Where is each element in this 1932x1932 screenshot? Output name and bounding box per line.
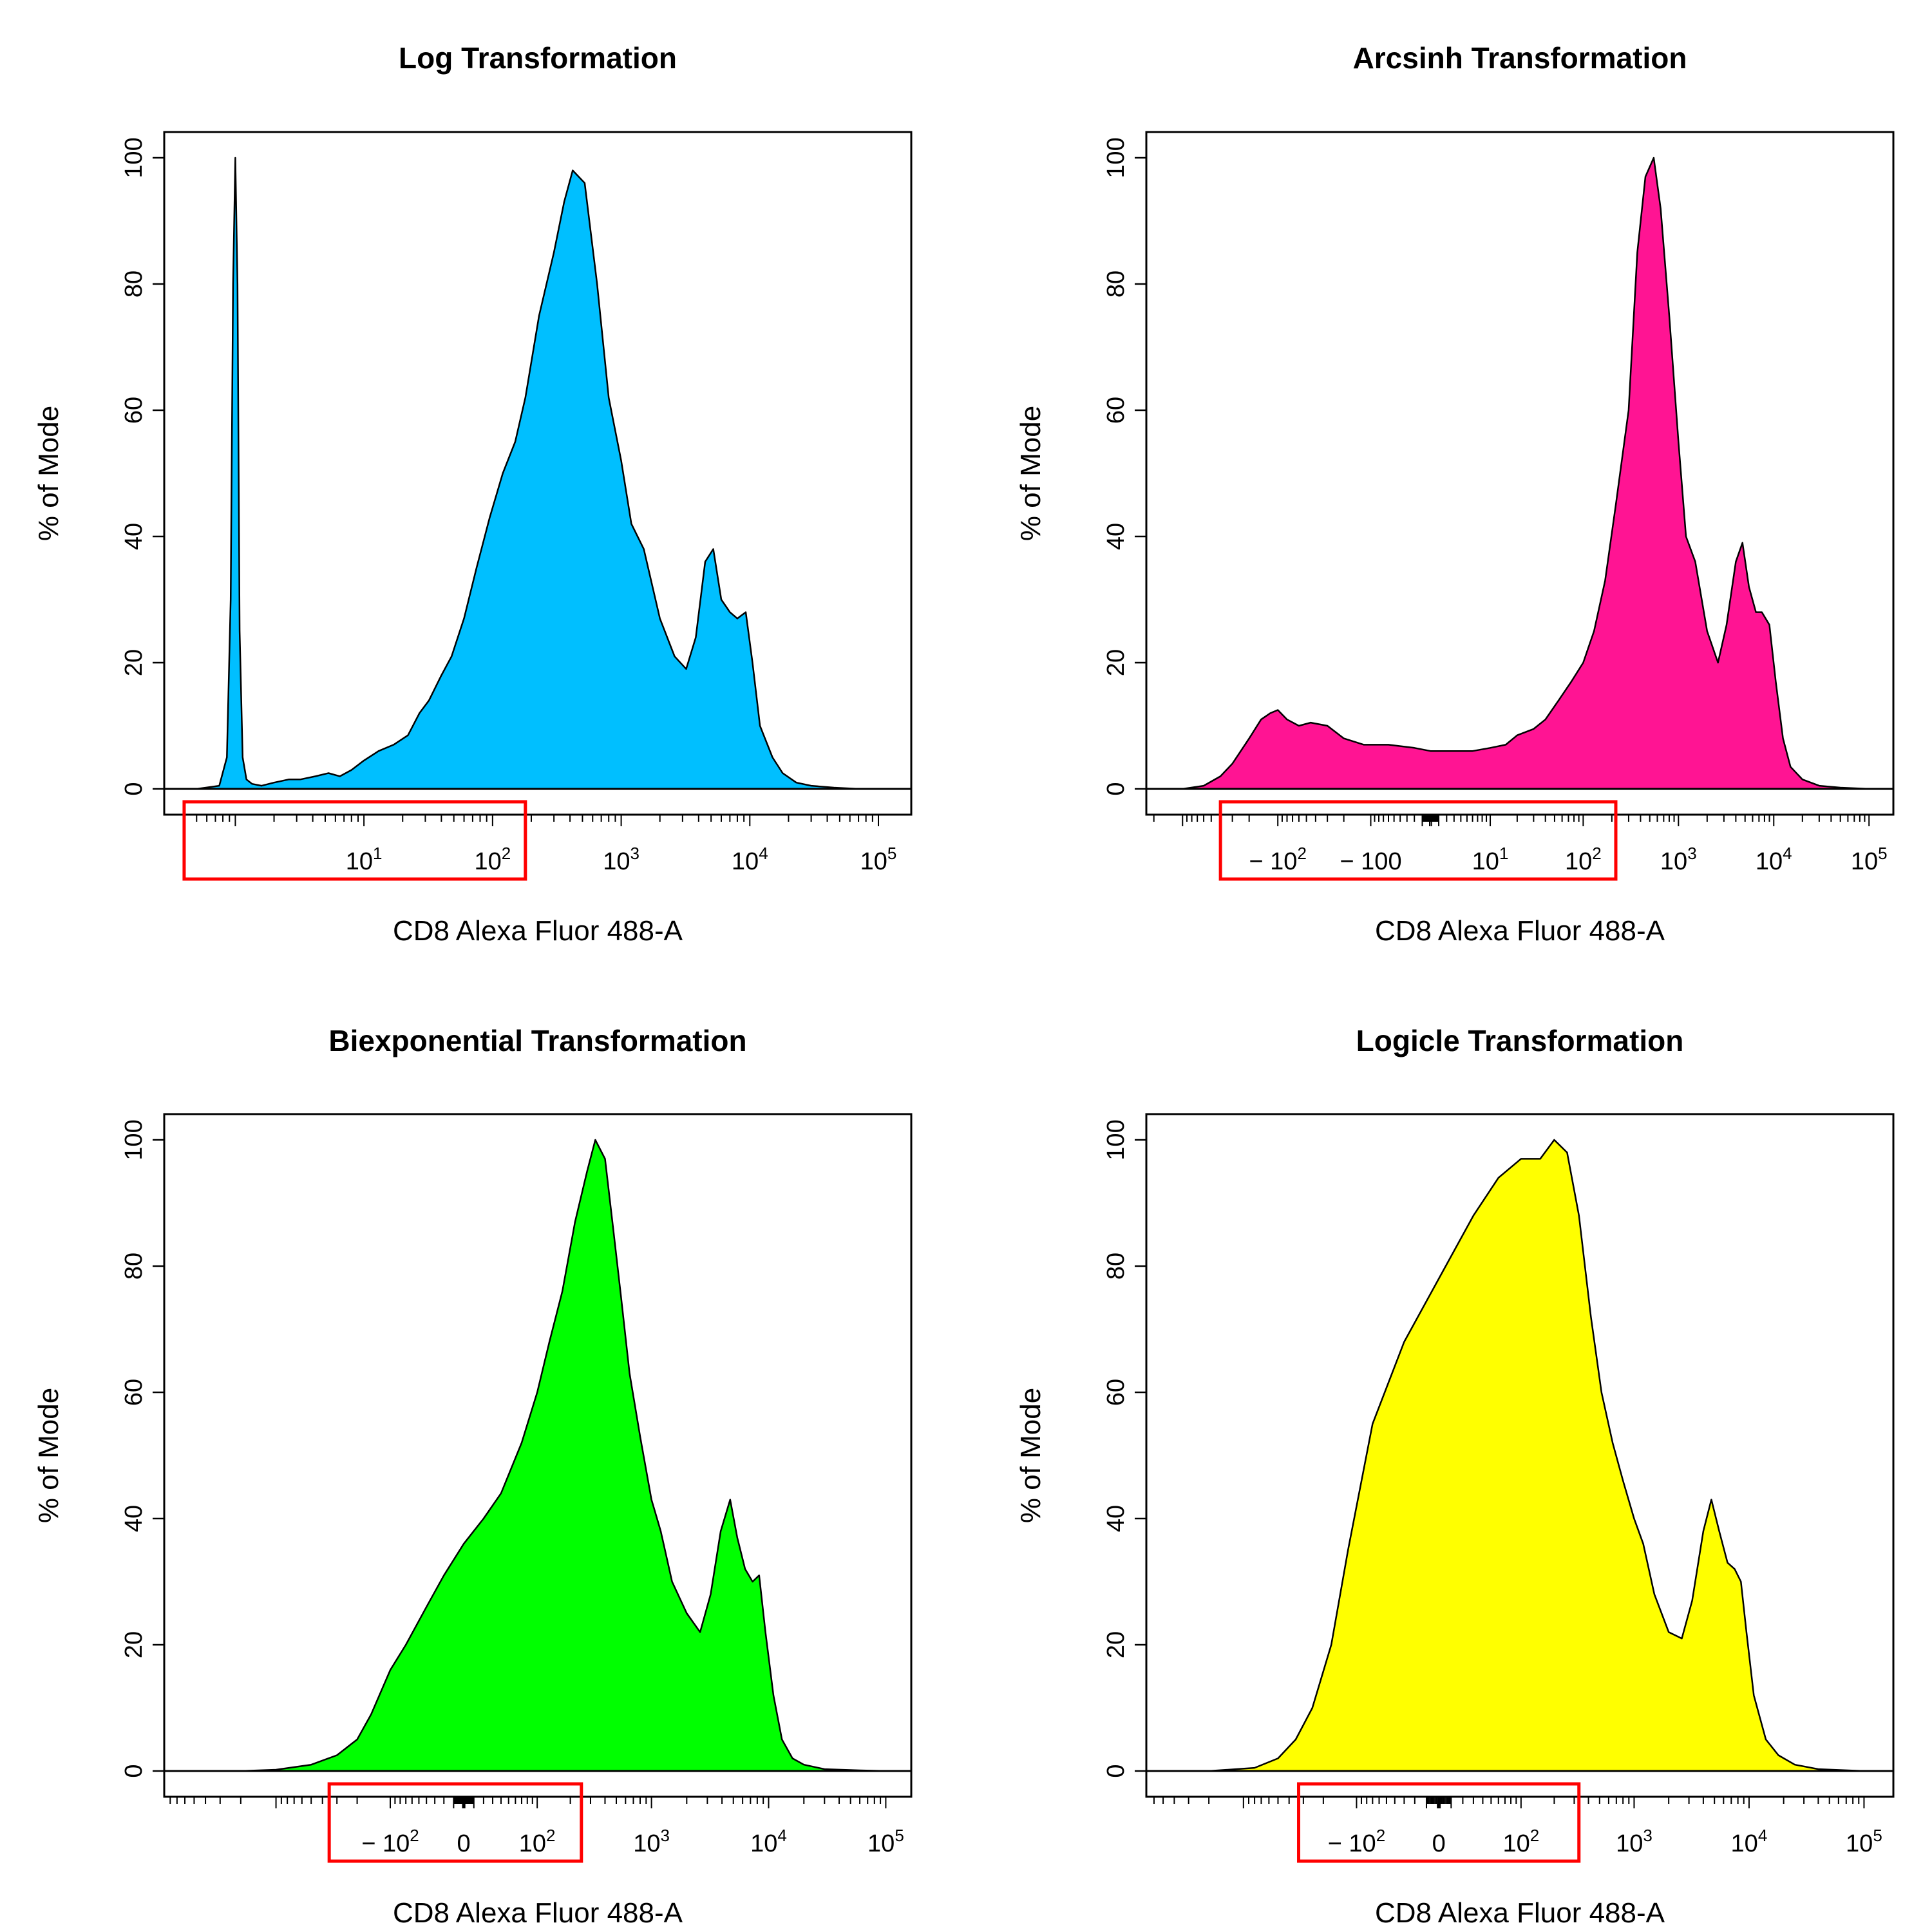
y-tick-label: 40	[1103, 523, 1130, 550]
y-axis-label: % of Mode	[33, 406, 64, 541]
x-tick-label: 102	[474, 844, 511, 875]
y-axis-label: % of Mode	[33, 1388, 64, 1523]
x-axis-label: CD8 Alexa Fluor 488-A	[393, 1897, 683, 1929]
density-area	[1208, 1139, 1865, 1772]
plot-frame	[1145, 1113, 1895, 1798]
y-tick-label: 80	[120, 270, 147, 298]
highlight-box	[1218, 800, 1618, 881]
chart-panel: Biexponential Transformation 0 20 40 60 80 100…	[33, 1024, 913, 1929]
highlight-box	[182, 800, 527, 881]
highlight-box	[327, 1782, 583, 1863]
y-tick-label: 100	[1103, 137, 1130, 178]
x-tick-label: 102	[1502, 1826, 1539, 1857]
x-tick-label: 104	[1756, 844, 1792, 875]
y-tick-label: 40	[120, 1505, 147, 1532]
x-axis-label: CD8 Alexa Fluor 488-A	[1375, 915, 1665, 947]
y-axis-label: % of Mode	[1015, 406, 1046, 541]
y-tick-label: 40	[120, 523, 147, 550]
y-tick-label: 100	[120, 1119, 147, 1160]
y-tick-label: 0	[1103, 782, 1130, 795]
y-tick-label: 60	[1103, 1379, 1130, 1406]
x-tick-label: 104	[750, 1826, 787, 1857]
x-tick-label: 0	[1432, 1830, 1446, 1857]
x-axis-label: CD8 Alexa Fluor 488-A	[393, 915, 683, 947]
y-tick-label: 60	[1103, 397, 1130, 424]
x-tick-label: 103	[603, 844, 639, 875]
x-tick-label: 103	[633, 1826, 670, 1857]
y-tick-label: 60	[120, 1379, 147, 1406]
x-tick-label: 102	[519, 1826, 556, 1857]
chart-panel: Log Transformation 0 20 40 60 80 100 101 102 103 1…	[33, 41, 913, 947]
panel-title: Arcsinh Transformation	[1353, 41, 1687, 75]
plot-frame	[163, 131, 913, 816]
highlight-box	[1297, 1782, 1581, 1863]
x-tick-label: 105	[1851, 844, 1888, 875]
x-axis-label: CD8 Alexa Fluor 488-A	[1375, 1897, 1665, 1929]
panel-title: Biexponential Transformation	[328, 1024, 746, 1057]
x-tick-label: − 100	[1340, 848, 1401, 875]
y-tick-label: 20	[1103, 1631, 1130, 1658]
y-tick-label: 100	[1103, 1119, 1130, 1160]
x-tick-label: 101	[346, 844, 383, 875]
y-tick-label: 40	[1103, 1505, 1130, 1532]
plot-frame	[1145, 131, 1895, 816]
density-area	[240, 1139, 887, 1772]
x-tick-label: 103	[1660, 844, 1697, 875]
y-tick-label: 80	[1103, 270, 1130, 298]
x-tick-label: 0	[457, 1830, 471, 1857]
y-tick-label: 20	[120, 649, 147, 676]
panel-title: Log Transformation	[399, 41, 677, 75]
x-tick-label: 101	[1472, 844, 1509, 875]
y-tick-label: 0	[1103, 1764, 1130, 1777]
x-tick-label: 104	[732, 844, 768, 875]
x-tick-label: 105	[1846, 1826, 1882, 1857]
chart-panel: Logicle Transformation 0 20 40 60 80 100 − 102 0…	[1015, 1024, 1895, 1929]
x-tick-label: − 102	[361, 1826, 419, 1857]
panel-title: Logicle Transformation	[1356, 1024, 1684, 1057]
y-axis-label: % of Mode	[1015, 1388, 1046, 1523]
x-tick-label: 103	[1616, 1826, 1653, 1857]
x-tick-label: − 102	[1249, 844, 1306, 875]
x-tick-label: 105	[867, 1826, 904, 1857]
y-tick-label: 100	[120, 137, 147, 178]
y-tick-label: 20	[1103, 649, 1130, 676]
chart-panel: Arcsinh Transformation 0 20 40 60 80 100 − 102 −…	[1015, 41, 1895, 947]
density-area	[1182, 156, 1870, 790]
y-tick-label: 0	[120, 782, 147, 795]
density-area	[196, 156, 880, 790]
x-tick-label: 105	[860, 844, 897, 875]
y-tick-label: 0	[120, 1764, 147, 1777]
x-tick-label: 104	[1731, 1826, 1768, 1857]
y-tick-label: 20	[120, 1631, 147, 1658]
x-tick-label: 102	[1565, 844, 1602, 875]
y-tick-label: 80	[120, 1253, 147, 1280]
y-tick-label: 60	[120, 397, 147, 424]
x-tick-label: − 102	[1328, 1826, 1386, 1857]
y-tick-label: 80	[1103, 1253, 1130, 1280]
